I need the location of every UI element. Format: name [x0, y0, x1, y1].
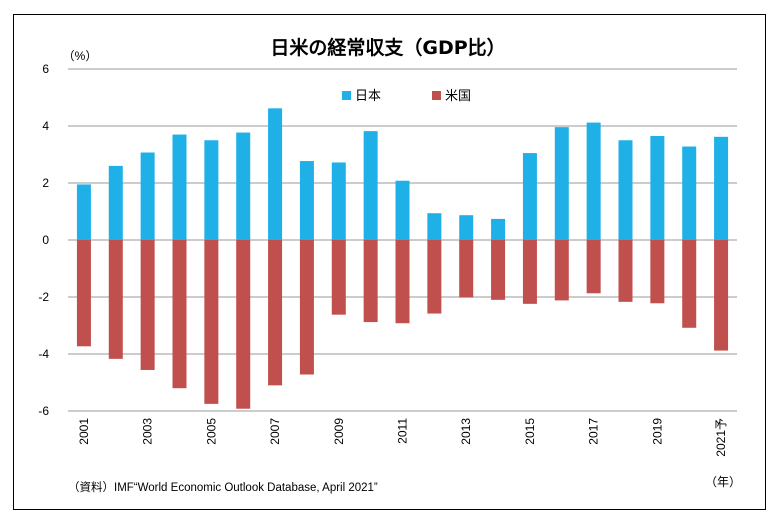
- bar-japan-2018: [618, 140, 633, 240]
- y-tick-label: 2: [42, 176, 49, 190]
- bar-japan-2004: [172, 134, 187, 240]
- bar-us-2018: [618, 240, 633, 302]
- bar-japan-2015: [522, 153, 537, 240]
- y-tick-label: -2: [38, 290, 49, 304]
- y-axis-unit-label: （%）: [63, 49, 98, 63]
- bar-japan-2012: [427, 213, 442, 240]
- bar-us-2019: [650, 240, 665, 304]
- y-tick-label: 0: [42, 233, 49, 247]
- bar-us-2004: [172, 240, 187, 389]
- bar-us-2015: [522, 240, 537, 304]
- x-tick-label: 2007: [268, 418, 282, 445]
- bar-us-2007: [268, 240, 283, 386]
- bar-us-2002: [108, 240, 123, 359]
- bar-us-2009: [331, 240, 346, 315]
- bar-japan-2008: [299, 161, 314, 240]
- bar-japan-2010: [363, 131, 378, 240]
- bar-japan-2016: [554, 127, 569, 240]
- bar-us-2021予: [714, 240, 729, 351]
- bar-japan-2003: [140, 152, 155, 240]
- bar-japan-2002: [108, 165, 123, 240]
- bar-japan-2007: [268, 108, 283, 240]
- legend-swatch-us: [432, 91, 441, 100]
- bar-us-2011: [395, 240, 410, 324]
- bar-us-2008: [299, 240, 314, 375]
- x-tick-label: 2005: [204, 418, 218, 445]
- bar-japan-2009: [331, 162, 346, 240]
- x-tick-labels: 2001 2003 2005 2007 2009 2011 2013 2015 2017 2019…: [77, 418, 728, 457]
- legend: 日本 米国: [342, 89, 471, 104]
- y-tick-label: -4: [38, 347, 49, 361]
- bar-us-2014: [491, 240, 506, 300]
- bar-us-2010: [363, 240, 378, 323]
- x-tick-label: 2009: [332, 418, 346, 445]
- x-tick-label: 2017: [587, 418, 601, 445]
- bar-japan-2006: [236, 132, 251, 240]
- bar-japan-2019: [650, 135, 665, 240]
- bar-us-2020: [682, 240, 697, 328]
- legend-label-japan: 日本: [355, 89, 381, 104]
- bar-japan-2020: [682, 146, 697, 240]
- bar-us-2013: [459, 240, 474, 298]
- legend-label-us: 米国: [445, 89, 471, 104]
- bar-us-2017: [586, 240, 601, 294]
- x-tick-label: 2013: [459, 418, 473, 445]
- bar-japan-2014: [491, 218, 506, 240]
- bar-us-2006: [236, 240, 251, 409]
- x-tick-label: 2001: [77, 418, 91, 445]
- y-tick-label: 6: [42, 62, 49, 76]
- y-tick-label: -6: [38, 404, 49, 418]
- bar-us-2003: [140, 240, 155, 370]
- x-axis-unit-label: （年）: [705, 475, 741, 489]
- y-tick-labels: 6 4 2 0 -2 -4 -6: [38, 62, 49, 418]
- bar-us-2001: [76, 240, 91, 347]
- chart-frame: [13, 14, 766, 510]
- bar-japan-2013: [459, 215, 474, 240]
- x-tick-label: 2021予: [714, 418, 728, 457]
- bar-japan-2011: [395, 180, 410, 240]
- bar-japan-2021予: [714, 136, 729, 240]
- x-tick-label: 2011: [396, 418, 410, 444]
- source-note: （資料）IMF“World Economic Outlook Database,…: [68, 480, 378, 494]
- chart-title: 日米の経常収支（GDP比）: [270, 36, 505, 59]
- bar-japan-2005: [204, 140, 219, 240]
- bar-us-2012: [427, 240, 442, 314]
- bar-us-2005: [204, 240, 219, 404]
- bar-japan-2001: [76, 184, 91, 240]
- bar-japan-2017: [586, 122, 601, 240]
- x-tick-label: 2019: [650, 418, 664, 445]
- x-tick-label: 2015: [523, 418, 537, 445]
- bar-us-2016: [554, 240, 569, 301]
- bars: [76, 108, 729, 409]
- y-tick-label: 4: [42, 119, 49, 133]
- x-tick-label: 2003: [141, 418, 155, 445]
- legend-swatch-japan: [342, 91, 351, 100]
